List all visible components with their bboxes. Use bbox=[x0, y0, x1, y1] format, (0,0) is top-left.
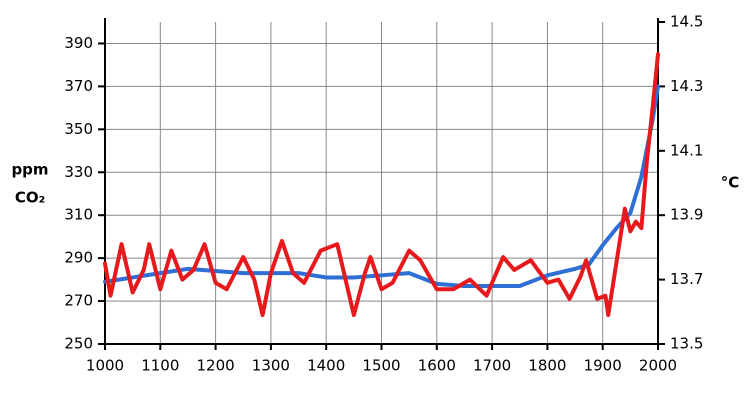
y2-tick-label: 14.3 bbox=[670, 77, 703, 95]
y-tick-label: 250 bbox=[64, 335, 93, 353]
x-tick-label: 1900 bbox=[584, 357, 622, 375]
y-axis-label: CO₂ bbox=[15, 189, 45, 207]
x-tick-label: 1400 bbox=[307, 357, 345, 375]
x-tick-label: 2000 bbox=[639, 357, 677, 375]
y2-tick-label: 13.9 bbox=[670, 206, 703, 224]
y-tick-label: 310 bbox=[64, 206, 93, 224]
y-tick-label: 350 bbox=[64, 120, 93, 138]
y2-tick-label: 14.1 bbox=[670, 141, 703, 159]
y2-tick-label: 13.5 bbox=[670, 335, 703, 353]
y-axis-label: ppm bbox=[11, 161, 48, 179]
x-tick-label: 1100 bbox=[141, 357, 179, 375]
y-tick-label: 370 bbox=[64, 77, 93, 95]
y-tick-label: 390 bbox=[64, 34, 93, 52]
y-tick-label: 270 bbox=[64, 292, 93, 310]
x-tick-label: 1500 bbox=[362, 357, 400, 375]
x-tick-label: 1800 bbox=[528, 357, 566, 375]
x-tick-label: 1600 bbox=[418, 357, 456, 375]
y2-tick-label: 13.7 bbox=[670, 270, 703, 288]
x-tick-label: 1300 bbox=[252, 357, 290, 375]
y2-tick-label: 14.5 bbox=[670, 13, 703, 31]
series-line bbox=[103, 52, 660, 318]
y2-axis-label: °C bbox=[721, 174, 740, 192]
series-line bbox=[103, 84, 660, 289]
y-tick-label: 290 bbox=[64, 249, 93, 267]
x-tick-label: 1000 bbox=[86, 357, 124, 375]
x-tick-label: 1200 bbox=[197, 357, 235, 375]
y-tick-label: 330 bbox=[64, 163, 93, 181]
x-tick-label: 1700 bbox=[473, 357, 511, 375]
